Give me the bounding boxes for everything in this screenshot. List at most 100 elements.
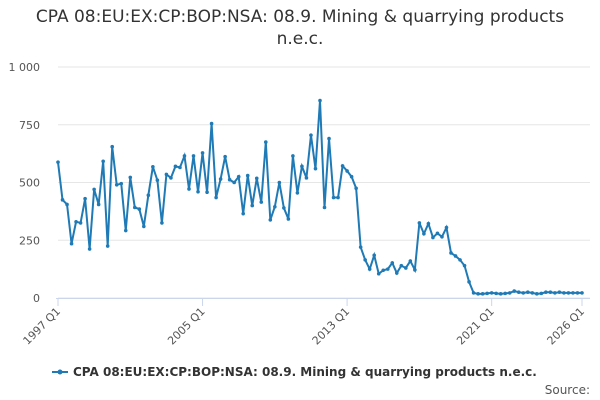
y-tick-label: 250 [19,234,40,247]
point [489,291,494,295]
point [146,193,151,198]
point [160,221,164,225]
point [462,263,467,268]
point [187,187,191,191]
point [426,221,431,226]
point [268,218,273,222]
point [254,176,259,181]
point [458,258,462,262]
point [318,98,322,103]
point [516,290,521,295]
point [263,140,268,144]
point [114,183,119,187]
point [200,151,205,155]
point [440,234,444,239]
point [295,191,300,195]
point [60,198,65,202]
point [214,195,218,200]
point [101,159,105,164]
point [399,263,404,268]
point [422,231,426,236]
point [413,268,417,272]
x-tick-label: 1997 Q1 [21,305,64,348]
point [512,289,517,293]
y-tick-label: 1 000 [9,61,41,74]
point [78,221,83,225]
y-tick-label: 500 [19,177,40,190]
point [182,154,187,158]
point [119,181,124,186]
point [236,174,241,179]
point [408,259,413,263]
point [169,176,173,180]
point [521,291,526,295]
point [137,207,142,211]
point [394,271,399,275]
point [322,205,327,210]
point [209,121,214,126]
point [309,133,313,137]
point [110,144,115,149]
point [553,291,557,295]
point [232,180,236,185]
point [300,164,304,169]
point [223,154,227,159]
point [367,267,372,271]
point [336,195,340,200]
point [74,219,78,224]
point [580,291,584,295]
line [57,100,582,295]
y-tick-label: 0 [33,292,40,305]
point [304,176,309,180]
point [282,206,286,210]
point [485,291,489,296]
point [345,169,349,173]
x-tick-label: 2005 Q1 [165,305,208,348]
point [354,186,358,191]
point [453,254,458,258]
point [83,196,87,201]
point [444,225,449,230]
point [173,164,178,169]
point [535,292,539,296]
point [390,261,395,265]
point [349,174,354,179]
point [358,245,363,249]
point [245,173,250,178]
point [69,241,74,246]
point [548,290,553,295]
point [286,217,291,221]
point [178,165,182,170]
point [340,164,345,168]
point [530,291,535,295]
point [313,166,318,171]
point [498,292,503,296]
point [480,292,485,296]
legend-label: CPA 08:EU:EX:CP:BOP:NSA: 08.9. Mining & … [73,365,537,379]
point [571,291,575,295]
point [381,268,386,273]
point [525,290,530,295]
point [471,291,476,295]
point [376,271,381,276]
point [449,251,453,255]
point [191,154,196,158]
point [164,172,169,177]
point [291,154,295,158]
point [417,221,422,225]
point [273,204,277,209]
point [566,291,571,295]
source: Source: [545,383,590,397]
point [205,190,209,195]
point [196,189,200,194]
x-tick-label: 2021 Q1 [454,305,497,348]
point [227,177,232,182]
point [507,291,512,295]
point [132,205,137,210]
y-tick-label: 750 [19,119,40,132]
point [87,247,92,251]
point [250,203,255,208]
point [105,244,110,248]
point [557,290,562,295]
